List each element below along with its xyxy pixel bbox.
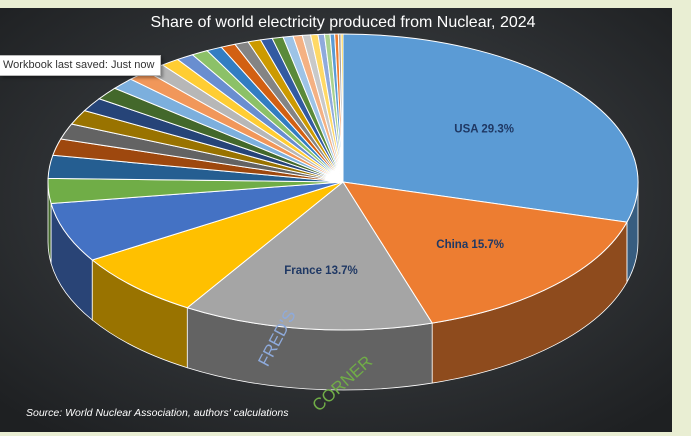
chart-title: Share of world electricity produced from…	[150, 14, 536, 31]
pie-slice-france[interactable]	[186, 181, 433, 331]
pie-tops	[47, 33, 639, 331]
chart-source: Source: World Nuclear Association, autho…	[26, 407, 289, 419]
chart-area[interactable]: USA 29.3% China 15.7% France 13.7%	[0, 8, 672, 432]
data-label-usa: USA 29.3%	[454, 123, 514, 135]
pie-slice-usa[interactable]	[342, 33, 639, 223]
save-status-tooltip: Workbook last saved: Just now	[0, 55, 162, 76]
pie-chart[interactable]: USA 29.3% China 15.7% France 13.7%	[0, 8, 672, 432]
pie-slice-3[interactable]	[91, 181, 344, 309]
pie-labels: USA 29.3% China 15.7% France 13.7%	[284, 123, 514, 277]
data-label-france: France 13.7%	[284, 265, 358, 277]
pie-slice-4[interactable]	[50, 181, 344, 261]
pie-slice-china[interactable]	[341, 181, 628, 324]
data-label-china: China 15.7%	[436, 239, 504, 251]
pie-slice-33[interactable]	[340, 33, 344, 183]
